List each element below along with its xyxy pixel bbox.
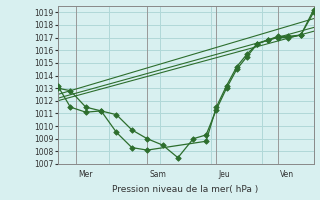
- Text: Jeu: Jeu: [219, 170, 231, 179]
- Text: Sam: Sam: [150, 170, 167, 179]
- Text: Pression niveau de la mer( hPa ): Pression niveau de la mer( hPa ): [112, 185, 259, 194]
- Text: Mer: Mer: [78, 170, 92, 179]
- Text: Ven: Ven: [280, 170, 294, 179]
